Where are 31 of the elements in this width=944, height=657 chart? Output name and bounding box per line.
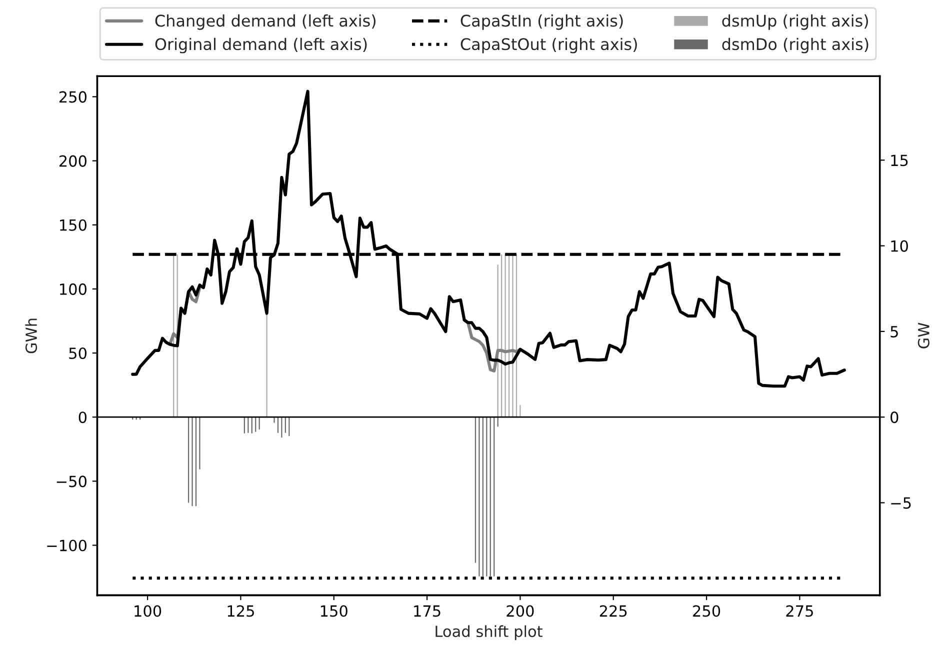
x-tick-label: 200: [506, 605, 534, 617]
x-axis-title: Load shift plot: [436, 625, 542, 640]
y2-tick-label: 5: [890, 326, 898, 338]
x-tick-label: 100: [134, 605, 162, 617]
y2-tick-label: 0: [890, 412, 898, 424]
x-tick-label: 275: [786, 605, 813, 617]
y-tick-label: 200: [59, 155, 86, 167]
y-tick-label: 0: [78, 412, 86, 424]
y2-tick-label: 10: [891, 240, 908, 252]
y-tick-label: 250: [59, 91, 86, 103]
y-tick-label: 150: [60, 219, 86, 231]
y2-axis-title: GW: [918, 322, 930, 348]
y-tick-label: 50: [69, 347, 86, 360]
x-tick-label: 150: [320, 605, 348, 617]
y2-tick-label: 15: [891, 154, 908, 166]
line-series: [131, 90, 846, 388]
y-tick-label: −100: [47, 540, 86, 552]
y-tick-label: 100: [60, 283, 86, 295]
x-tick-label: 250: [693, 605, 720, 617]
legend-label: CapaStIn (right axis): [460, 14, 623, 30]
x-tick-label: 225: [600, 605, 627, 617]
x-tick-label: 175: [414, 605, 440, 617]
legend-label: Original demand (left axis): [155, 38, 367, 54]
y-tick-label: −50: [56, 476, 86, 488]
legend-label: dsmDo (right axis): [722, 38, 868, 54]
x-tick-label: 125: [228, 605, 254, 617]
legend-label: Changed demand (left axis): [155, 14, 376, 30]
y-axis-title: GWh: [25, 318, 38, 354]
legend-label: CapaStOut (right axis): [460, 38, 637, 54]
legend-label: dsmUp (right axis): [722, 14, 868, 30]
y2-tick-label: −5: [891, 497, 911, 509]
